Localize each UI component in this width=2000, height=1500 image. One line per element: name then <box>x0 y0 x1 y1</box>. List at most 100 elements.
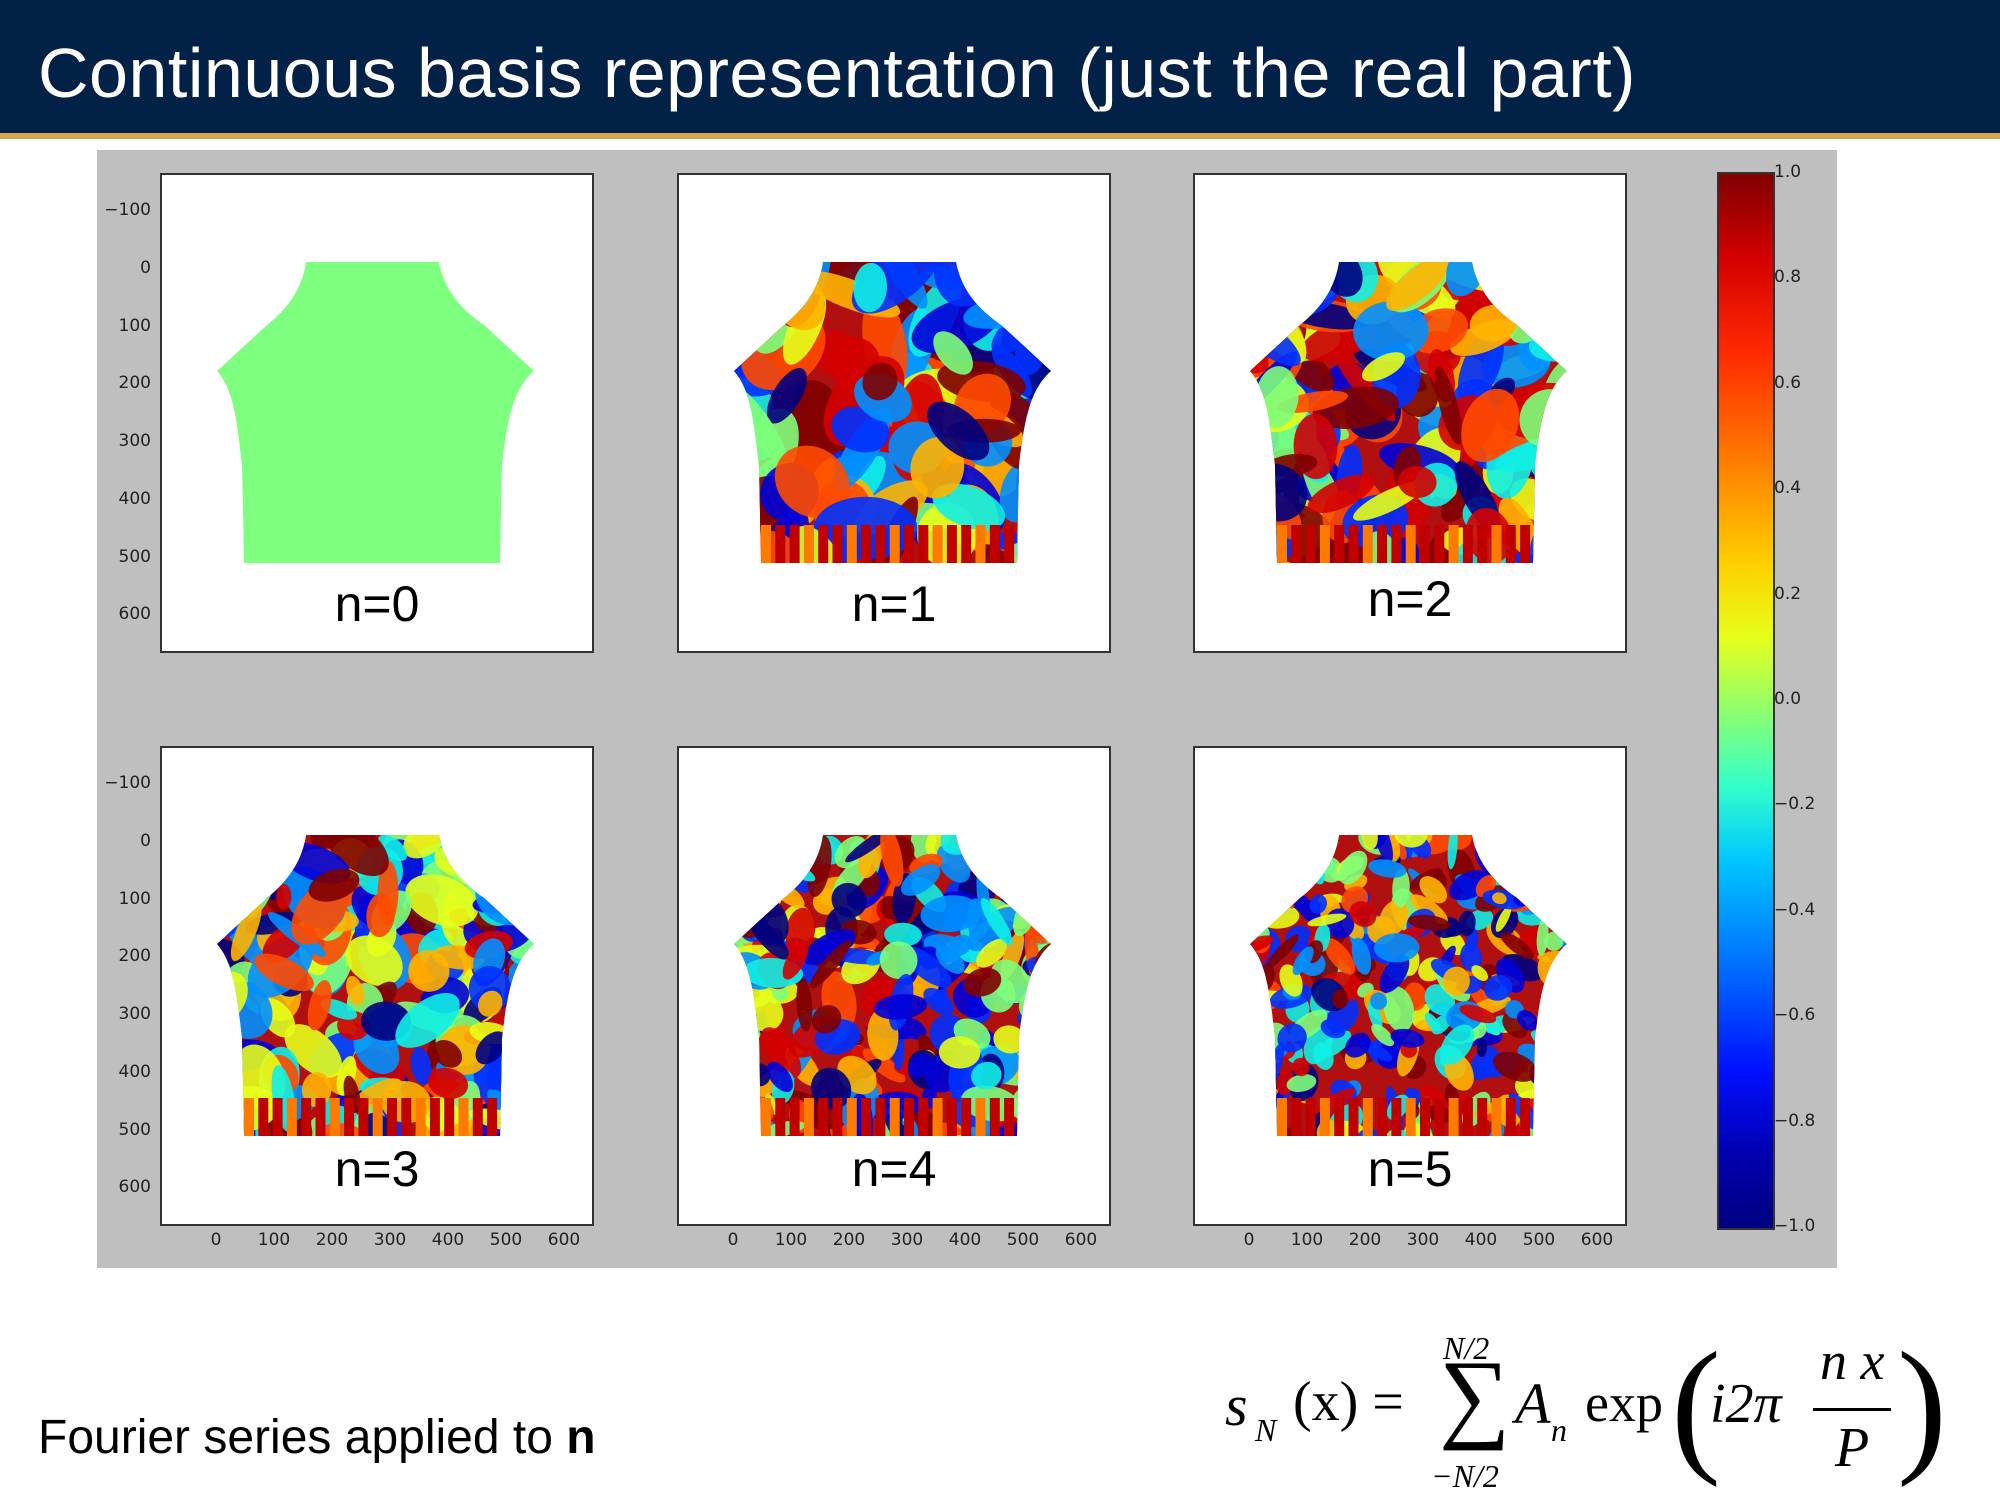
field-blob <box>1250 1078 1270 1103</box>
field-stripe <box>889 525 900 563</box>
colorbar-tick-label: −1.0 <box>1774 1216 1816 1236</box>
field-stripe <box>1391 1098 1402 1136</box>
field-blob <box>1250 882 1260 915</box>
field-blob <box>796 977 813 1032</box>
field-blob <box>734 1047 755 1099</box>
field-blob <box>1250 1068 1265 1093</box>
field-blob <box>980 898 1013 946</box>
field-blob <box>1424 1012 1441 1032</box>
field-blob <box>1551 976 1567 988</box>
field-stripe <box>1462 1098 1473 1136</box>
field-blob <box>971 1061 1002 1090</box>
field-blob <box>993 1025 1026 1054</box>
x-tick-label: 0 <box>727 1230 739 1250</box>
field-blob <box>462 836 512 878</box>
field-blob <box>1250 973 1267 1012</box>
field-blob <box>1551 838 1567 860</box>
field-blob <box>769 835 810 866</box>
x-tick-label: 500 <box>1522 1230 1556 1250</box>
field-blob <box>324 835 389 877</box>
field-blob <box>1549 1001 1567 1031</box>
x-tick-label: 200 <box>1348 1230 1382 1250</box>
field-stripe <box>415 1098 426 1136</box>
field-blob <box>511 1004 534 1057</box>
field-stripe <box>1319 1098 1330 1136</box>
field-blob <box>408 950 450 992</box>
field-stripe <box>918 1098 929 1136</box>
formula-sum-upper: N/2 <box>1443 1330 1490 1366</box>
field-stripe <box>429 1098 440 1136</box>
field-blob <box>992 842 1027 872</box>
field-stripe <box>861 1098 872 1136</box>
field-blob <box>766 368 807 424</box>
formula-s: s <box>1225 1373 1248 1438</box>
field-blob <box>935 945 965 974</box>
field-stripe <box>286 1098 297 1136</box>
field-blob <box>1544 850 1567 873</box>
field-blob <box>403 835 449 859</box>
field-blob <box>1035 1030 1051 1064</box>
field-stripe <box>1477 1098 1488 1136</box>
field-blob <box>768 853 816 882</box>
field-blob <box>739 864 761 926</box>
field-blob <box>734 835 748 876</box>
field-stripe <box>1319 525 1330 563</box>
y-tick-label: 100 <box>118 889 151 909</box>
field-blob <box>1332 989 1349 1009</box>
field-blob <box>910 437 965 499</box>
field-blob <box>1250 869 1268 913</box>
field-blob <box>475 1031 507 1065</box>
y-tick-label: 0 <box>140 258 151 278</box>
field-blob <box>1018 1101 1045 1136</box>
field-plot <box>217 262 534 563</box>
field-stripe <box>1277 1098 1287 1136</box>
field-stripe <box>761 525 771 563</box>
field-blob <box>1493 1051 1538 1082</box>
field-stripe <box>961 1098 972 1136</box>
formula-factor: i2π <box>1710 1373 1782 1435</box>
field-blob <box>1527 851 1567 884</box>
field-blob <box>1021 1026 1046 1054</box>
field-stripe <box>775 1098 786 1136</box>
field-blob <box>346 975 365 1006</box>
field-stripe <box>904 1098 914 1136</box>
field-stripe <box>1362 525 1373 563</box>
field-blob <box>410 1047 432 1085</box>
header-rule <box>0 133 2000 139</box>
field-blob <box>1250 848 1257 867</box>
field-blob <box>1373 933 1420 963</box>
panel-n-3: n=3 <box>160 746 594 1226</box>
field-blob <box>478 839 514 873</box>
field-blob <box>1519 850 1536 868</box>
field-blob <box>1266 934 1299 969</box>
field-blob <box>284 1024 343 1078</box>
field-blob <box>943 262 1051 277</box>
field-blob <box>1269 884 1294 904</box>
field-stripe <box>1391 525 1402 563</box>
field-stripe <box>344 1098 355 1136</box>
y-tick-label: 0 <box>140 831 151 851</box>
colorbar-tick-label: 1.0 <box>1774 162 1802 182</box>
field-stripe <box>487 1098 498 1136</box>
field-stripe <box>358 1098 369 1136</box>
field-stripe <box>918 525 929 563</box>
field-blob <box>1345 1032 1371 1058</box>
field-stripe <box>258 1098 269 1136</box>
field-blob <box>1549 508 1567 546</box>
field-stripe <box>1491 1098 1502 1136</box>
field-blob <box>1302 835 1323 874</box>
field-blob <box>900 864 941 896</box>
y-tick-label: 400 <box>118 489 151 509</box>
field-blob <box>1367 1000 1383 1032</box>
field-blob <box>1292 946 1314 976</box>
x-tick-label: 600 <box>547 1230 581 1250</box>
field-blob <box>1250 267 1289 297</box>
field-blob <box>884 922 922 947</box>
field-blob <box>308 868 360 902</box>
field-blob <box>1540 877 1566 920</box>
field-blob <box>1459 1004 1497 1024</box>
field-blob <box>734 835 747 889</box>
formula-sum-lower: −N/2 <box>1431 1458 1499 1494</box>
field-blob <box>1555 1023 1567 1039</box>
formula-denominator: P <box>1835 1417 1870 1479</box>
